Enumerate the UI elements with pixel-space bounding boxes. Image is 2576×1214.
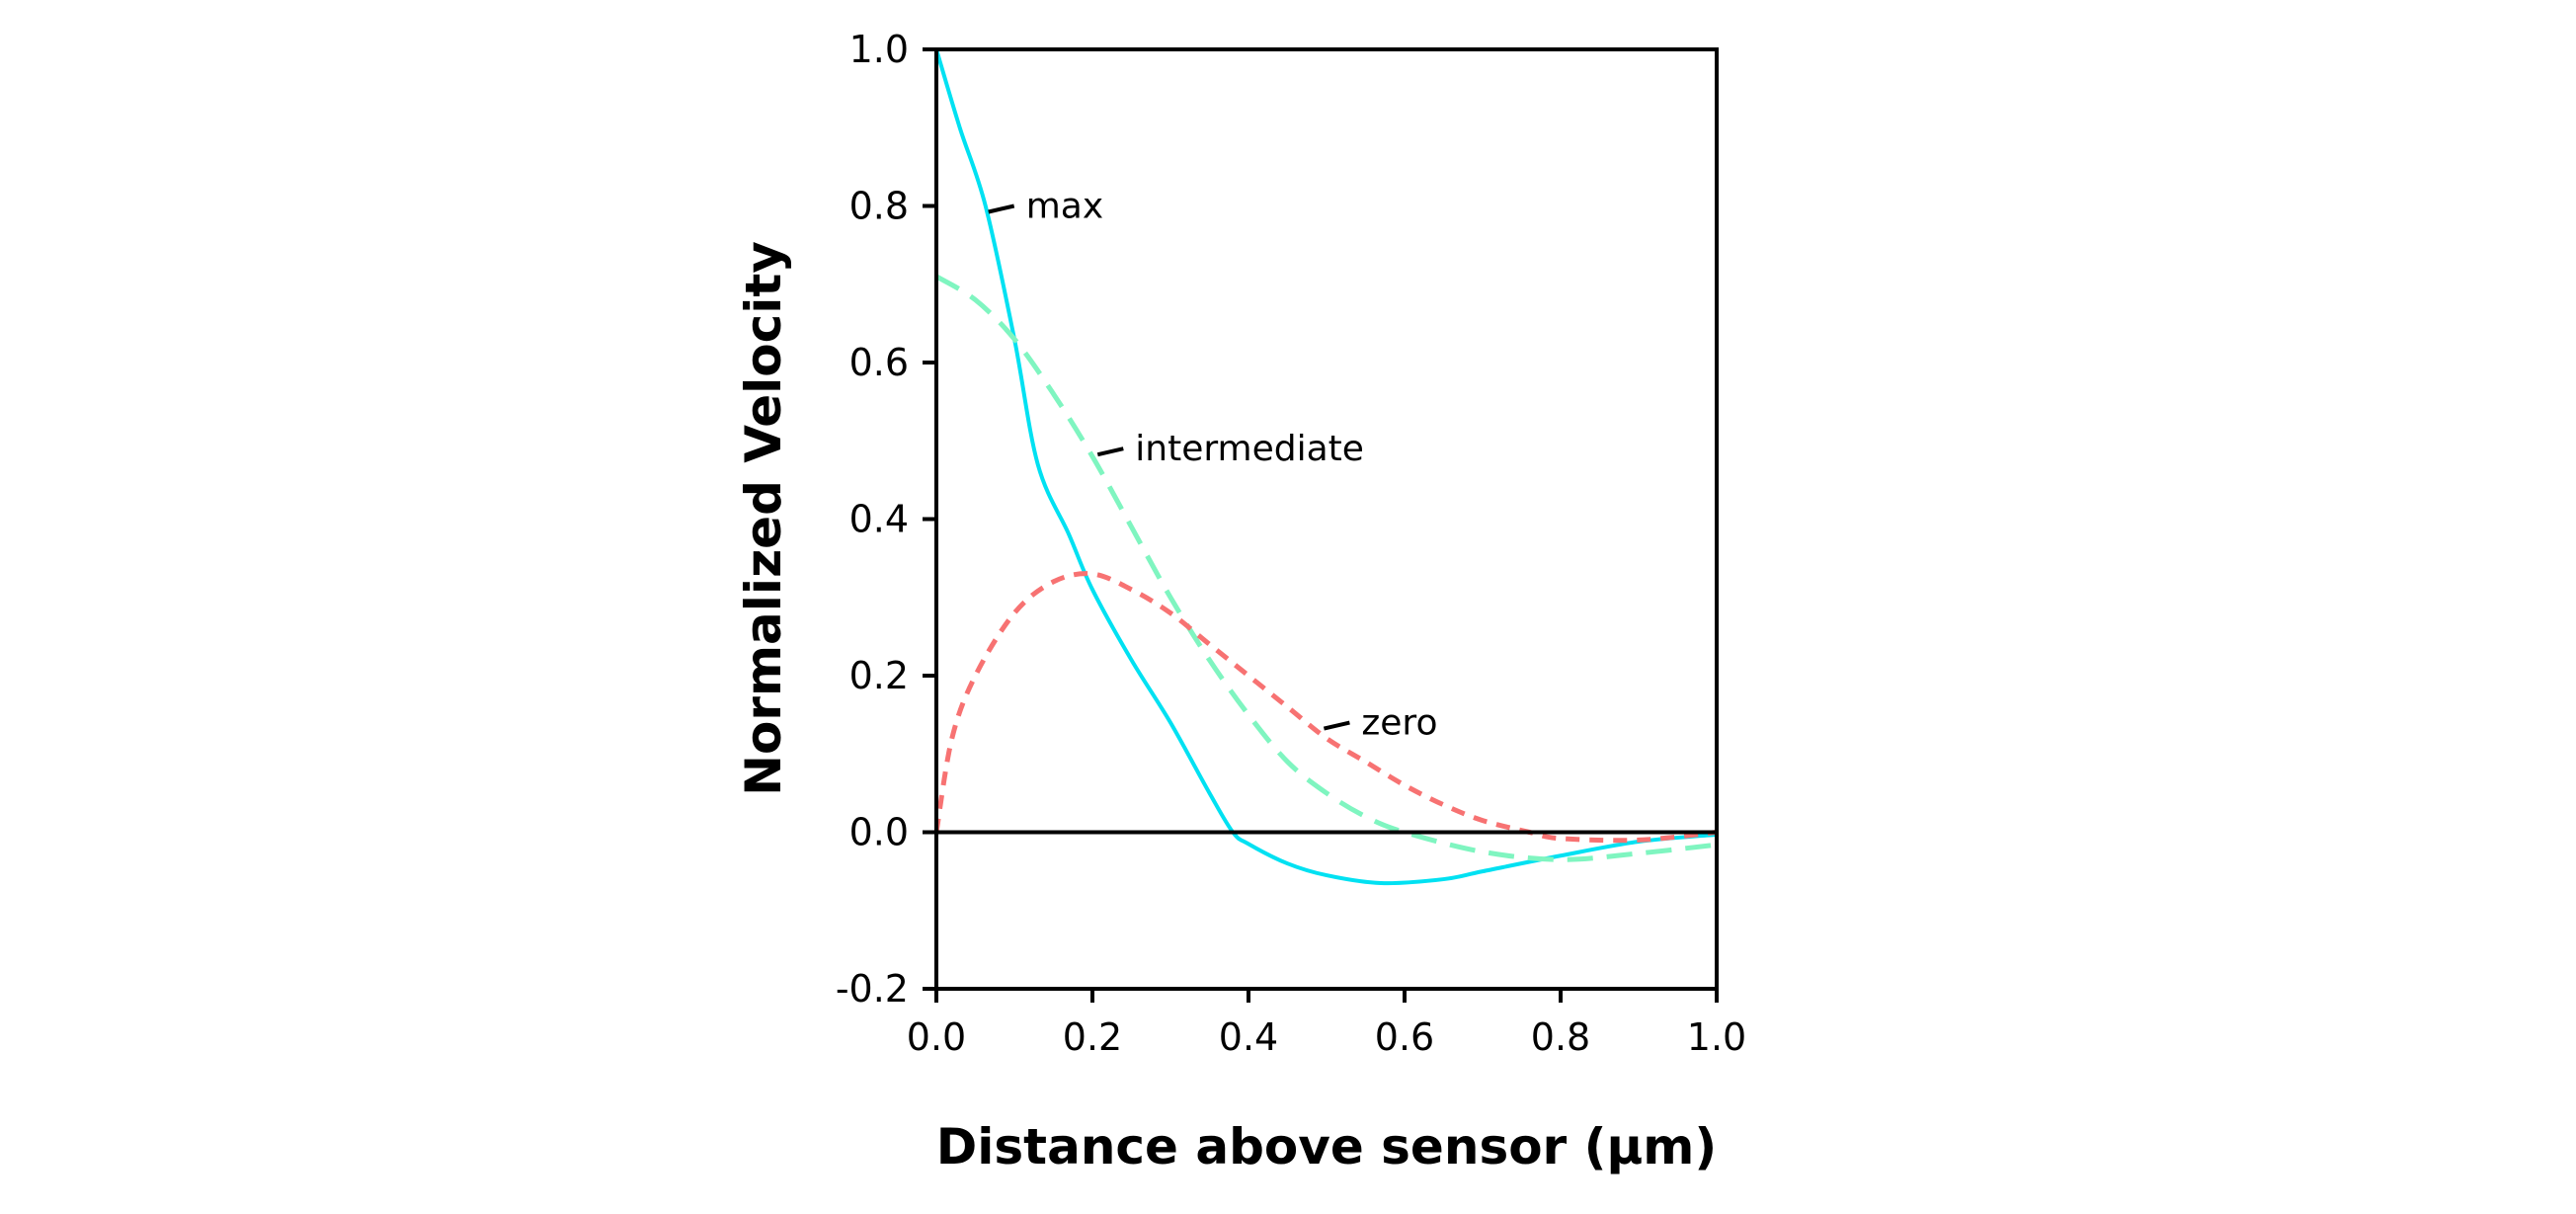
y-tick-label: 0.4 [849,498,909,541]
y-tick-label: 0.6 [849,341,909,384]
x-tick-label: 1.0 [1687,1015,1746,1059]
annotation-pointer [1096,446,1124,457]
y-axis-label: Normalized Velocity [735,241,792,796]
annotation-pointer [988,203,1015,214]
y-tick-label: 0.8 [849,185,909,228]
series-line-zero [933,571,1718,844]
annotation-zero: zero [1361,703,1437,744]
x-tick-label: 0.0 [907,1015,966,1059]
y-tick-label: 0.0 [849,811,909,854]
annotation-max: max [1026,187,1103,227]
series-line-max [934,48,1718,886]
y-tick-label: 0.2 [849,654,909,697]
y-tick-label: 1.0 [849,28,909,71]
x-tick-label: 0.2 [1063,1015,1122,1059]
annotation-pointer [1323,720,1350,731]
y-ticks: -0.2 0.0 0.2 0.4 0.6 0.8 1.0 [836,28,936,1011]
x-tick-label: 0.8 [1531,1015,1590,1059]
x-axis-label: Distance above sensor (µm) [936,1118,1717,1175]
y-tick-label: -0.2 [836,967,909,1011]
x-ticks: 0.0 0.2 0.4 0.6 0.8 1.0 [907,989,1746,1059]
x-tick-label: 0.4 [1219,1015,1278,1059]
series-line-intermediate [934,274,1718,862]
annotations: max intermediate zero [988,187,1437,744]
annotation-intermediate: intermediate [1135,429,1364,469]
x-tick-label: 0.6 [1375,1015,1434,1059]
